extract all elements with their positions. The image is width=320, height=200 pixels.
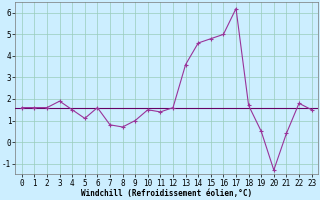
- X-axis label: Windchill (Refroidissement éolien,°C): Windchill (Refroidissement éolien,°C): [81, 189, 252, 198]
